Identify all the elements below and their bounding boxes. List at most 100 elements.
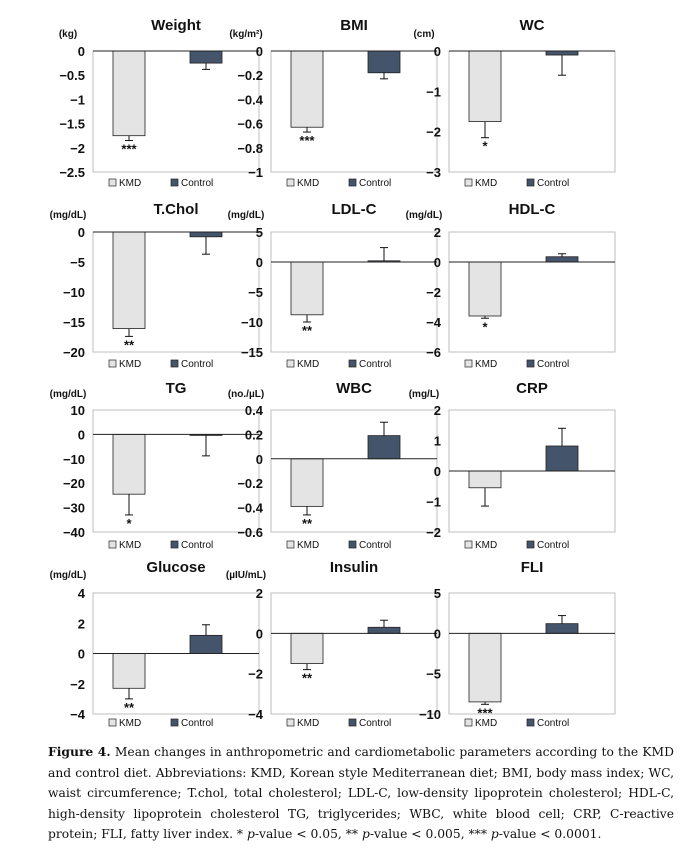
chart-9-legend-kmd-swatch: [464, 540, 473, 549]
chart-2-tick-label: −0.8: [237, 141, 263, 156]
chart-5-legend-kmd-swatch: [286, 359, 295, 368]
chart-4-tick-label: −20: [63, 345, 85, 360]
chart-5-tick-label: −15: [241, 345, 263, 360]
caption-p-2: p: [361, 827, 370, 841]
chart-9-bar-control: [545, 445, 579, 472]
chart-4-bar-control: [189, 231, 223, 238]
chart-8-legend-kmd-label: KMD: [297, 540, 319, 551]
chart-6-tick-label: −2: [426, 285, 441, 300]
chart-12-legend-control-swatch: [526, 718, 535, 727]
chart-1-tick-label: 0: [78, 44, 85, 59]
chart-5-bar-kmd: [290, 261, 324, 316]
chart-8-frame: [270, 409, 438, 533]
chart-12-significance: ***: [477, 705, 493, 720]
chart-7-tick-label: 10: [71, 403, 85, 418]
chart-1-legend-kmd-swatch: [108, 178, 117, 187]
chart-5-frame: [270, 231, 438, 353]
chart-5-tick-label: 0: [256, 255, 263, 270]
chart-2-legend-control-swatch: [348, 178, 357, 187]
chart-1-legend-control-label: Control: [181, 178, 213, 189]
caption-text-1: Mean changes in anthropometric and cardi…: [48, 745, 674, 841]
chart-4-significance: **: [124, 337, 135, 352]
chart-6-legend-kmd-label: KMD: [475, 359, 497, 370]
chart-8-legend-control-label: Control: [359, 540, 391, 551]
chart-1-bar-kmd: [112, 50, 146, 137]
chart-1-legend-kmd-label: KMD: [119, 178, 141, 189]
chart-4-tick-label: 0: [78, 225, 85, 240]
chart-11-legend-kmd-swatch: [286, 718, 295, 727]
chart-8-bar-kmd: [290, 458, 324, 507]
chart-3-tick-label: −2: [426, 125, 441, 140]
chart-11-tick-label: −4: [248, 707, 264, 722]
chart-8-tick-label: −0.2: [237, 476, 263, 491]
chart-5-ylabel: (mg/dL): [228, 210, 265, 221]
chart-10-legend-control-label: Control: [181, 718, 213, 729]
chart-6-bar-control: [545, 256, 579, 263]
chart-3-tick-label: −1: [426, 84, 441, 99]
chart-8-tick-label: 0.4: [245, 403, 264, 418]
chart-10-tick-label: 0: [78, 647, 85, 662]
chart-6-bar-kmd: [468, 261, 502, 317]
chart-4-tick-label: −15: [63, 315, 85, 330]
chart-6-tick-label: −6: [426, 345, 441, 360]
chart-1-tick-label: −2: [70, 141, 85, 156]
chart-7-tick-label: −10: [63, 452, 85, 467]
chart-2-legend-kmd-swatch: [286, 178, 295, 187]
chart-7-frame: [92, 409, 260, 533]
chart-1-tick-label: −2.5: [59, 165, 85, 180]
chart-10-tick-label: 4: [78, 586, 86, 601]
chart-1-tick-label: −1: [70, 92, 85, 107]
chart-3-tick-label: 0: [434, 44, 441, 59]
chart-12-tick-label: −5: [426, 667, 441, 682]
chart-3-legend-control-label: Control: [537, 178, 569, 189]
chart-12-tick-label: 5: [434, 586, 441, 601]
chart-9-legend-control-swatch: [526, 540, 535, 549]
chart-10-tick-label: 2: [78, 616, 85, 631]
chart-7-tick-label: −20: [63, 476, 85, 491]
chart-5-significance: **: [302, 323, 313, 338]
chart-6-legend-control-swatch: [526, 359, 535, 368]
chart-5-legend-kmd-label: KMD: [297, 359, 319, 370]
chart-10-legend-kmd-swatch: [108, 718, 117, 727]
figure-caption: Figure 4. Mean changes in anthropometric…: [48, 742, 674, 845]
chart-9-tick-label: −1: [426, 495, 441, 510]
chart-11-significance: **: [302, 671, 313, 686]
chart-4-tick-label: −10: [63, 285, 85, 300]
chart-10-tick-label: −2: [70, 677, 85, 692]
caption-text-3: -value < 0.005, ***: [369, 827, 491, 841]
chart-6-title: HDL-C: [509, 201, 556, 218]
chart-11-ylabel: (µIU/mL): [226, 570, 266, 581]
chart-3-legend-kmd-swatch: [464, 178, 473, 187]
chart-11-tick-label: 0: [256, 626, 263, 641]
chart-7-tick-label: −40: [63, 525, 85, 540]
chart-4-legend-kmd-swatch: [108, 359, 117, 368]
chart-8-title: WBC: [336, 380, 372, 397]
chart-8-significance: **: [302, 516, 313, 531]
chart-9-tick-label: 1: [434, 434, 441, 449]
chart-12-tick-label: −10: [419, 707, 441, 722]
caption-text-2: -value < 0.05, **: [254, 827, 362, 841]
chart-5-tick-label: −10: [241, 315, 263, 330]
chart-2-tick-label: −0.4: [237, 92, 263, 107]
chart-10-tick-label: −4: [70, 707, 86, 722]
caption-p-1: p: [246, 827, 255, 841]
chart-10-ylabel: (mg/dL): [50, 570, 87, 581]
chart-8-legend-control-swatch: [348, 540, 357, 549]
caption-text-4: -value < 0.0001.: [498, 827, 602, 841]
chart-5-tick-label: −5: [248, 285, 263, 300]
chart-8-tick-label: −0.4: [237, 501, 263, 516]
chart-8-tick-label: −0.6: [237, 525, 263, 540]
chart-7-tick-label: −30: [63, 501, 85, 516]
chart-10-significance: **: [124, 700, 135, 715]
chart-5-legend-control-swatch: [348, 359, 357, 368]
chart-6-tick-label: 0: [434, 255, 441, 270]
chart-2-ylabel: (kg/m²): [229, 29, 262, 40]
chart-12-tick-label: 0: [434, 626, 441, 641]
chart-2-bar-kmd: [290, 50, 324, 128]
chart-4-legend-control-swatch: [170, 359, 179, 368]
chart-7-legend-kmd-swatch: [108, 540, 117, 549]
chart-4-bar-kmd: [112, 231, 146, 329]
chart-10-title: Glucose: [146, 559, 205, 576]
chart-7-significance: *: [126, 516, 132, 531]
chart-9-ylabel: (mg/L): [409, 389, 440, 400]
